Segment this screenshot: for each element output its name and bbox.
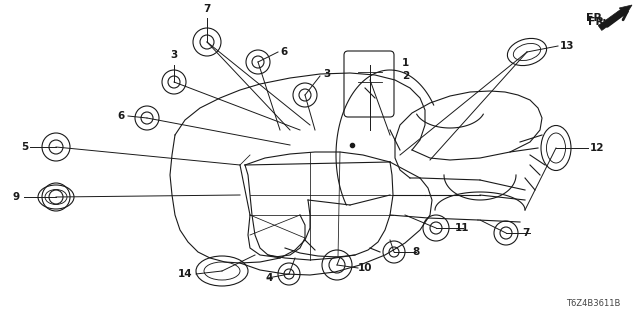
Text: T6Z4B3611B: T6Z4B3611B	[566, 299, 620, 308]
Text: 14: 14	[177, 269, 192, 279]
Text: 4: 4	[266, 273, 273, 283]
Text: 7: 7	[204, 4, 211, 14]
Text: 3: 3	[170, 50, 178, 60]
Text: FR.: FR.	[588, 17, 609, 27]
Text: 10: 10	[358, 263, 372, 273]
Text: 1: 1	[402, 58, 409, 68]
Text: 8: 8	[412, 247, 419, 257]
Text: 6: 6	[118, 111, 125, 121]
Text: 5: 5	[20, 142, 28, 152]
Text: 12: 12	[590, 143, 605, 153]
Text: 7: 7	[522, 228, 529, 238]
Text: 2: 2	[402, 71, 409, 81]
Text: 13: 13	[560, 41, 575, 51]
Text: 3: 3	[323, 69, 330, 79]
Text: 9: 9	[13, 192, 20, 202]
Text: 11: 11	[455, 223, 470, 233]
Text: FR.: FR.	[586, 13, 607, 23]
Polygon shape	[598, 5, 632, 30]
Text: 6: 6	[280, 47, 287, 57]
